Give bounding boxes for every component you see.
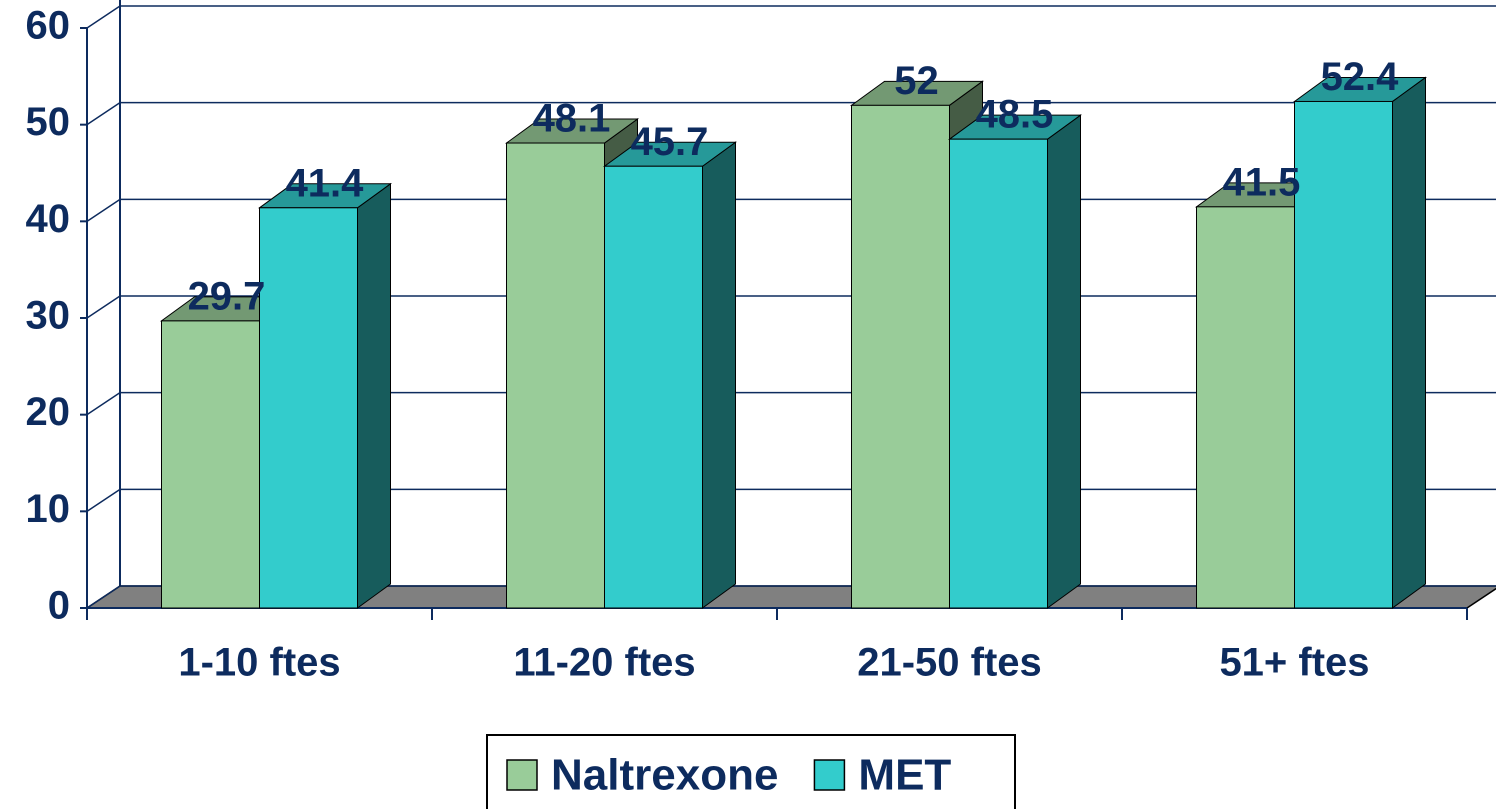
bar bbox=[1196, 206, 1295, 609]
grid-diagonal bbox=[86, 392, 121, 416]
data-label: 48.1 bbox=[533, 97, 611, 141]
bar bbox=[259, 207, 358, 609]
legend-swatch bbox=[506, 759, 538, 791]
bar bbox=[161, 320, 260, 609]
y-tick-label: 0 bbox=[48, 584, 70, 628]
bar-side bbox=[357, 182, 391, 609]
bar-side bbox=[1047, 114, 1081, 609]
x-tick-label: 21-50 ftes bbox=[857, 641, 1042, 685]
grid-diagonal bbox=[86, 488, 121, 512]
y-tick-label: 30 bbox=[26, 294, 71, 338]
y-tick-label: 20 bbox=[26, 390, 71, 434]
grid-diagonal bbox=[86, 585, 121, 609]
bar bbox=[506, 142, 605, 609]
bar-side bbox=[702, 141, 736, 609]
bar bbox=[851, 104, 950, 609]
y-tick-label: 10 bbox=[26, 487, 71, 531]
data-label: 41.5 bbox=[1223, 160, 1301, 204]
data-label: 48.5 bbox=[976, 93, 1054, 137]
data-label: 41.4 bbox=[286, 161, 365, 205]
y-tick-label: 50 bbox=[26, 100, 71, 144]
data-label: 52.4 bbox=[1321, 55, 1400, 99]
bar bbox=[949, 138, 1048, 609]
grid-diagonal bbox=[86, 5, 121, 29]
x-tick-label: 1-10 ftes bbox=[178, 641, 340, 685]
data-label: 52 bbox=[894, 59, 939, 103]
legend-box bbox=[486, 734, 1016, 809]
y-tick-label: 40 bbox=[26, 197, 71, 241]
bar-side bbox=[1392, 76, 1426, 609]
x-tick-label: 11-20 ftes bbox=[513, 641, 695, 685]
data-label: 45.7 bbox=[631, 120, 709, 164]
x-tick-label: 51+ ftes bbox=[1219, 641, 1369, 685]
data-label: 29.7 bbox=[188, 274, 266, 318]
y-tick-label: 60 bbox=[26, 4, 71, 48]
legend-label: MET bbox=[858, 751, 951, 800]
grid-diagonal bbox=[86, 295, 121, 319]
grid-diagonal bbox=[86, 102, 121, 126]
legend-swatch bbox=[813, 759, 846, 791]
grid-diagonal bbox=[86, 198, 121, 222]
bar bbox=[604, 165, 703, 609]
bar bbox=[1294, 100, 1393, 609]
legend-label: Naltrexone bbox=[551, 751, 778, 800]
